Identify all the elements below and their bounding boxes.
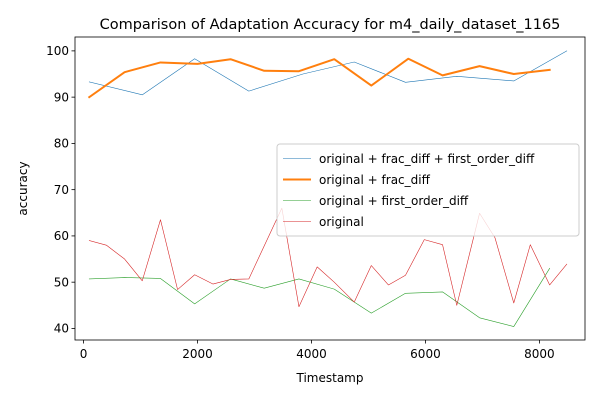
series-layer: [87, 50, 568, 327]
y-axis-label: accuracy: [16, 161, 30, 215]
y-tick-label: 100: [46, 44, 69, 58]
legend: original + frac_diff + first_order_diffo…: [276, 143, 580, 237]
y-tick-label: 90: [54, 90, 69, 104]
axes-layer: 0 2000 4000 6000 8000 40 50 60 70 80 90 100: [46, 36, 586, 361]
y-tick-label: 60: [54, 229, 69, 243]
legend-box: [276, 143, 580, 237]
y-tick-label: 70: [54, 183, 69, 197]
y-tick-label: 80: [54, 137, 69, 151]
x-tick-label: 0: [80, 347, 88, 361]
series-line-2: [87, 57, 551, 99]
legend-label: original + first_order_diff: [319, 194, 469, 208]
x-tick-label: 2000: [182, 347, 213, 361]
legend-label: original + frac_diff + first_order_diff: [319, 152, 535, 166]
series-line-3: [88, 267, 551, 327]
y-tick-label: 40: [54, 322, 69, 336]
x-tick-label: 6000: [410, 347, 441, 361]
axes-frame: [74, 36, 586, 341]
y-tick-label: 50: [54, 275, 69, 289]
series-line-1: [88, 50, 568, 96]
chart-title: Comparison of Adaptation Accuracy for m4…: [100, 17, 561, 33]
x-axis-label: Timestamp: [296, 371, 364, 385]
legend-label: original + frac_diff: [319, 173, 431, 187]
x-tick-label: 8000: [524, 347, 555, 361]
x-tick-label: 4000: [296, 347, 327, 361]
legend-label: original: [319, 215, 364, 229]
